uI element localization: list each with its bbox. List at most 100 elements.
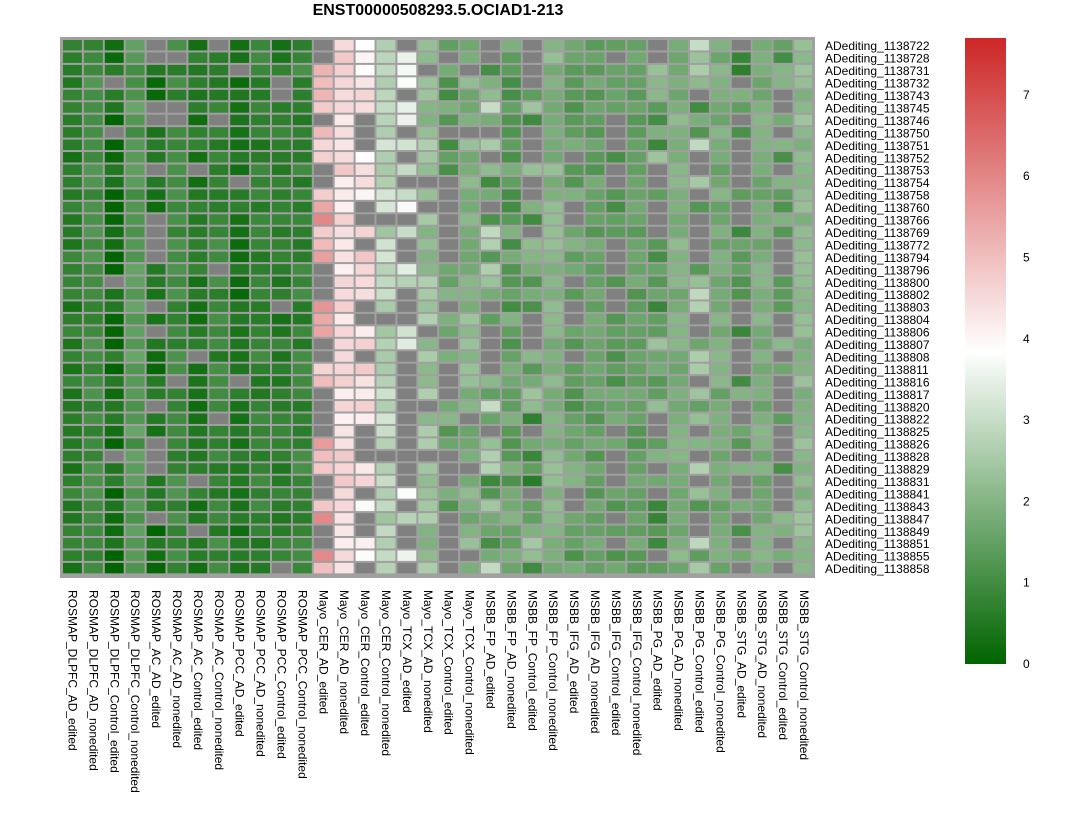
heatmap-cell xyxy=(710,189,730,200)
heatmap-cell xyxy=(334,550,354,561)
heatmap-cell xyxy=(104,102,124,113)
heatmap-cell xyxy=(648,40,668,51)
heatmap-cell xyxy=(355,226,375,238)
heatmap-cell xyxy=(104,450,124,462)
column-label: ROSMAP_DLPFC_AD_edited xyxy=(65,590,79,751)
heatmap-cell xyxy=(376,127,396,138)
heatmap-cell xyxy=(501,538,521,549)
heatmap-cell xyxy=(501,176,521,188)
heatmap-cell xyxy=(376,239,396,250)
heatmap-cell xyxy=(627,562,647,574)
heatmap-cell xyxy=(564,425,584,437)
heatmap-cell xyxy=(63,176,82,188)
heatmap-cell xyxy=(188,475,208,487)
heatmap-cell xyxy=(418,376,438,387)
column-label: ROSMAP_PCC_Control_edited xyxy=(274,590,288,759)
heatmap-cell xyxy=(167,538,187,549)
heatmap-cell xyxy=(731,500,751,512)
heatmap-cell xyxy=(313,500,333,512)
heatmap-cell xyxy=(376,226,396,238)
heatmap-cell xyxy=(376,326,396,337)
heatmap-cell xyxy=(334,64,354,76)
heatmap-cell xyxy=(606,425,626,437)
heatmap-cell xyxy=(460,239,479,250)
heatmap-cell xyxy=(334,351,354,362)
heatmap-cell xyxy=(292,463,312,474)
heatmap-cell xyxy=(292,40,312,51)
heatmap-cell xyxy=(501,127,521,138)
heatmap-cell xyxy=(648,338,668,350)
heatmap-cell xyxy=(794,251,814,263)
heatmap-cell xyxy=(83,388,103,400)
heatmap-cell xyxy=(543,176,563,188)
heatmap-cell xyxy=(522,513,542,524)
row-label: ADediting_1138826 xyxy=(825,438,930,452)
heatmap-cell xyxy=(334,214,354,225)
heatmap-cell xyxy=(543,164,563,175)
heatmap-cell xyxy=(522,77,542,88)
heatmap-cell xyxy=(83,438,103,449)
heatmap-cell xyxy=(564,52,584,63)
heatmap-cell xyxy=(188,363,208,375)
heatmap-cell xyxy=(146,376,166,387)
heatmap-cell xyxy=(669,152,688,163)
heatmap-cell xyxy=(397,413,417,424)
heatmap-cell xyxy=(272,450,291,462)
heatmap-cell xyxy=(146,276,166,287)
heatmap-cell xyxy=(543,189,563,200)
heatmap-cell xyxy=(690,214,709,225)
heatmap-cell xyxy=(752,525,772,536)
heatmap-cell xyxy=(585,40,605,51)
heatmap-cell xyxy=(773,214,793,225)
heatmap-cell xyxy=(481,538,500,549)
heatmap-cell xyxy=(731,376,751,387)
heatmap-cell xyxy=(773,376,793,387)
heatmap-cell xyxy=(460,413,479,424)
heatmap-cell xyxy=(627,376,647,387)
heatmap-cell xyxy=(167,488,187,499)
heatmap-cell xyxy=(146,239,166,250)
heatmap-cell xyxy=(439,425,459,437)
heatmap-cell xyxy=(167,376,187,387)
heatmap-cell xyxy=(690,114,709,126)
heatmap-cell xyxy=(773,538,793,549)
heatmap-cell xyxy=(606,388,626,400)
row-label: ADediting_1138825 xyxy=(825,425,930,439)
heatmap-cell xyxy=(752,276,772,287)
heatmap-cell xyxy=(627,251,647,263)
heatmap-cell xyxy=(83,77,103,88)
column-label: MSBB_STG_AD_edited xyxy=(734,590,748,718)
heatmap-cell xyxy=(397,52,417,63)
heatmap-cell xyxy=(397,164,417,175)
heatmap-cell xyxy=(355,562,375,574)
heatmap-cell xyxy=(460,251,479,263)
heatmap-cell xyxy=(167,152,187,163)
heatmap-cell xyxy=(146,475,166,487)
heatmap-cell xyxy=(272,152,291,163)
heatmap-cell xyxy=(585,89,605,101)
heatmap-cell xyxy=(522,152,542,163)
heatmap-cell xyxy=(606,40,626,51)
heatmap-cell xyxy=(460,114,479,126)
heatmap-cell xyxy=(522,475,542,487)
heatmap-cell xyxy=(752,139,772,151)
heatmap-cell xyxy=(418,251,438,263)
heatmap-cell xyxy=(104,289,124,300)
heatmap-cell xyxy=(63,264,82,275)
heatmap-cell xyxy=(376,475,396,487)
heatmap-cell xyxy=(355,189,375,200)
heatmap-cell xyxy=(397,114,417,126)
heatmap-cell xyxy=(648,64,668,76)
heatmap-cell xyxy=(272,488,291,499)
heatmap-cell xyxy=(439,152,459,163)
heatmap-cell xyxy=(230,64,250,76)
row-label: ADediting_1138802 xyxy=(825,288,930,302)
legend-tick-label: 4 xyxy=(1023,332,1030,346)
heatmap-cell xyxy=(481,176,500,188)
heatmap-cell xyxy=(125,425,145,437)
heatmap-cell xyxy=(313,40,333,51)
heatmap-cell xyxy=(209,425,229,437)
heatmap-cell xyxy=(376,351,396,362)
heatmap-cell xyxy=(564,562,584,574)
heatmap-cell xyxy=(418,500,438,512)
